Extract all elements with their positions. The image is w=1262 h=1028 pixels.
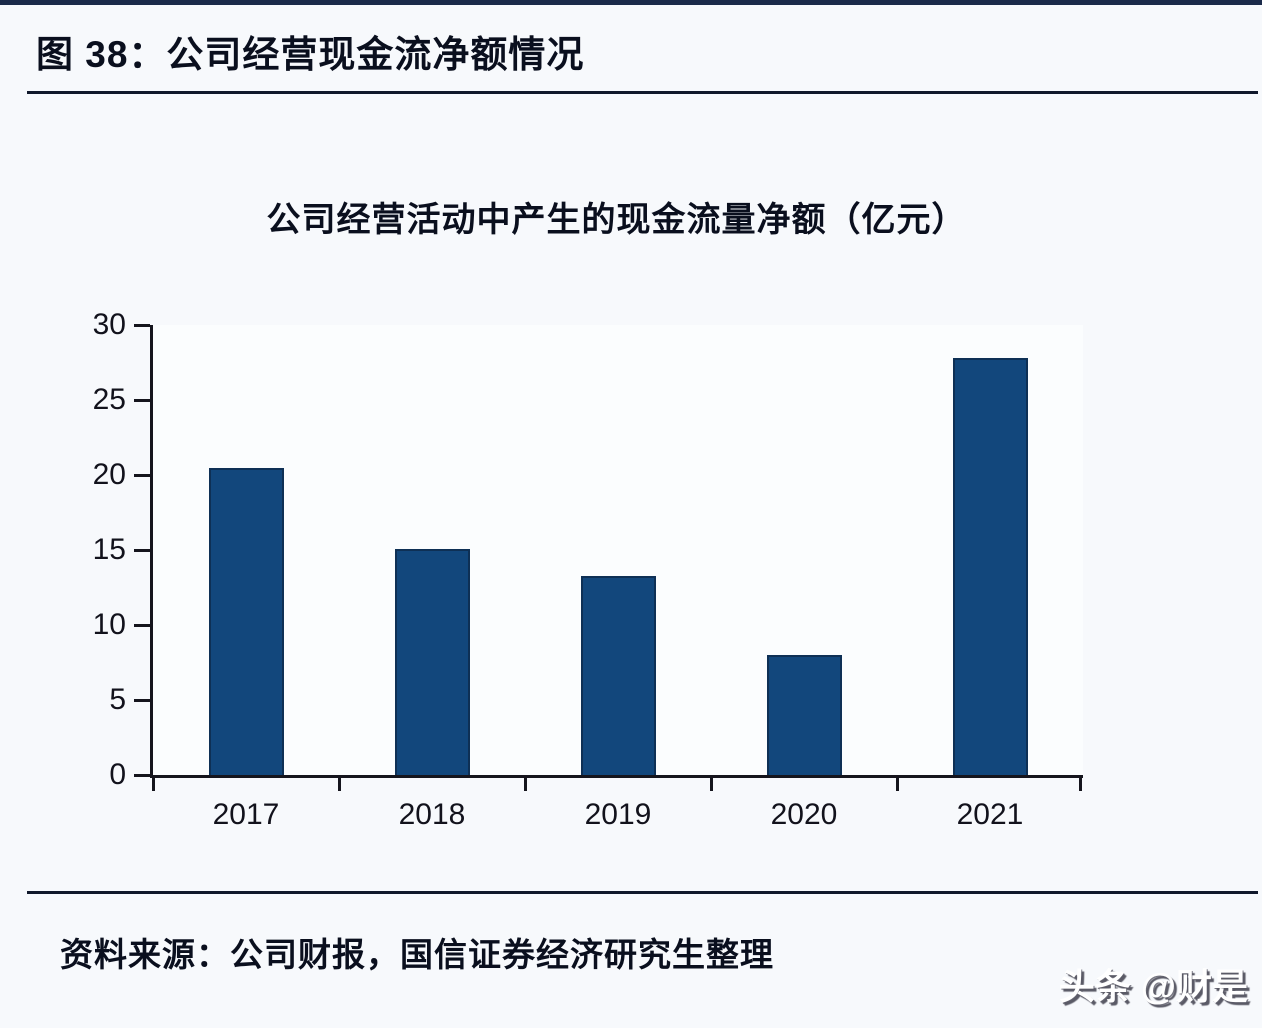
x-axis-tick — [337, 778, 341, 791]
y-axis-tick — [134, 698, 150, 702]
footer-divider-line — [27, 891, 1258, 894]
x-axis-tick — [709, 778, 713, 791]
y-axis-tick — [134, 773, 150, 777]
x-axis-label-2018: 2018 — [398, 798, 466, 831]
x-axis-label-2020: 2020 — [770, 798, 838, 831]
x-axis-tick — [151, 778, 155, 791]
chart-title: 公司经营活动中产生的现金流量净额（亿元） — [266, 201, 967, 239]
y-axis-tick — [134, 398, 150, 402]
y-axis-tick-label: 20 — [92, 458, 126, 491]
y-axis-tick — [134, 473, 150, 477]
y-axis-tick-label: 5 — [109, 683, 126, 716]
x-axis-tick — [1078, 778, 1082, 791]
bar-2020 — [766, 655, 842, 775]
y-axis-tick — [134, 548, 150, 552]
x-axis-label-2017: 2017 — [212, 798, 280, 831]
y-axis-tick-label: 0 — [109, 758, 126, 791]
bar-2018 — [394, 548, 470, 775]
x-axis-tick — [895, 778, 899, 791]
plot-area: 0 5 10 15 20 25 30 2017 2018 2019 2020 2021 — [93, 308, 1083, 831]
watermark-text: 头条 @财是 — [1058, 966, 1248, 1007]
x-axis-label-2021: 2021 — [956, 798, 1024, 831]
y-axis-tick-label: 10 — [92, 608, 126, 641]
source-attribution: 资料来源：公司财报，国信证券经济研究生整理 — [60, 936, 774, 973]
bar-2017 — [208, 467, 284, 775]
y-axis-tick-label: 25 — [92, 383, 126, 416]
title-divider-line — [27, 91, 1258, 94]
bar-2021 — [952, 358, 1028, 775]
x-axis-tick — [523, 778, 527, 791]
y-axis-tick — [134, 623, 150, 627]
y-axis-tick-label: 15 — [92, 533, 126, 566]
figure-title: 图 38：公司经营现金流净额情况 — [36, 34, 585, 75]
y-axis-tick-label: 30 — [92, 308, 126, 341]
top-accent-line — [0, 0, 1262, 5]
bar-2019 — [580, 575, 656, 775]
x-axis-label-2019: 2019 — [584, 798, 652, 831]
y-axis-tick — [134, 323, 150, 327]
